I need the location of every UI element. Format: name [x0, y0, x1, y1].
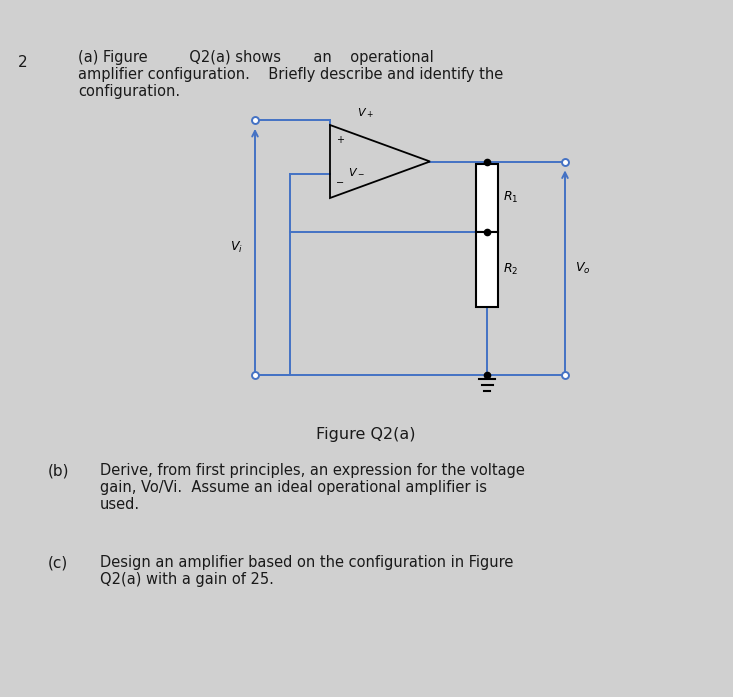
Text: Figure Q2(a): Figure Q2(a) — [316, 427, 416, 442]
Text: Q2(a) with a gain of 25.: Q2(a) with a gain of 25. — [100, 572, 274, 587]
Text: $V_i$: $V_i$ — [230, 240, 243, 255]
Text: $R_2$: $R_2$ — [503, 261, 518, 277]
Text: $V_-$: $V_-$ — [348, 167, 365, 177]
Text: −: − — [336, 178, 344, 188]
Text: used.: used. — [100, 497, 140, 512]
Text: $R_1$: $R_1$ — [503, 190, 518, 205]
Text: gain, Vo/Vi.  Assume an ideal operational amplifier is: gain, Vo/Vi. Assume an ideal operational… — [100, 480, 487, 495]
Text: Derive, from first principles, an expression for the voltage: Derive, from first principles, an expres… — [100, 463, 525, 478]
Bar — [476, 164, 498, 231]
Text: $V_o$: $V_o$ — [575, 261, 591, 276]
Text: 2: 2 — [18, 55, 28, 70]
Text: (b): (b) — [48, 463, 70, 478]
Text: configuration.: configuration. — [78, 84, 180, 99]
Text: (a) Figure         Q2(a) shows       an    operational: (a) Figure Q2(a) shows an operational — [78, 50, 434, 65]
Text: Design an amplifier based on the configuration in Figure: Design an amplifier based on the configu… — [100, 555, 513, 570]
Text: +: + — [336, 135, 344, 145]
Text: (c): (c) — [48, 555, 68, 570]
Text: $V_+$: $V_+$ — [357, 106, 373, 120]
Bar — [476, 231, 498, 307]
Text: amplifier configuration.    Briefly describe and identify the: amplifier configuration. Briefly describ… — [78, 67, 504, 82]
